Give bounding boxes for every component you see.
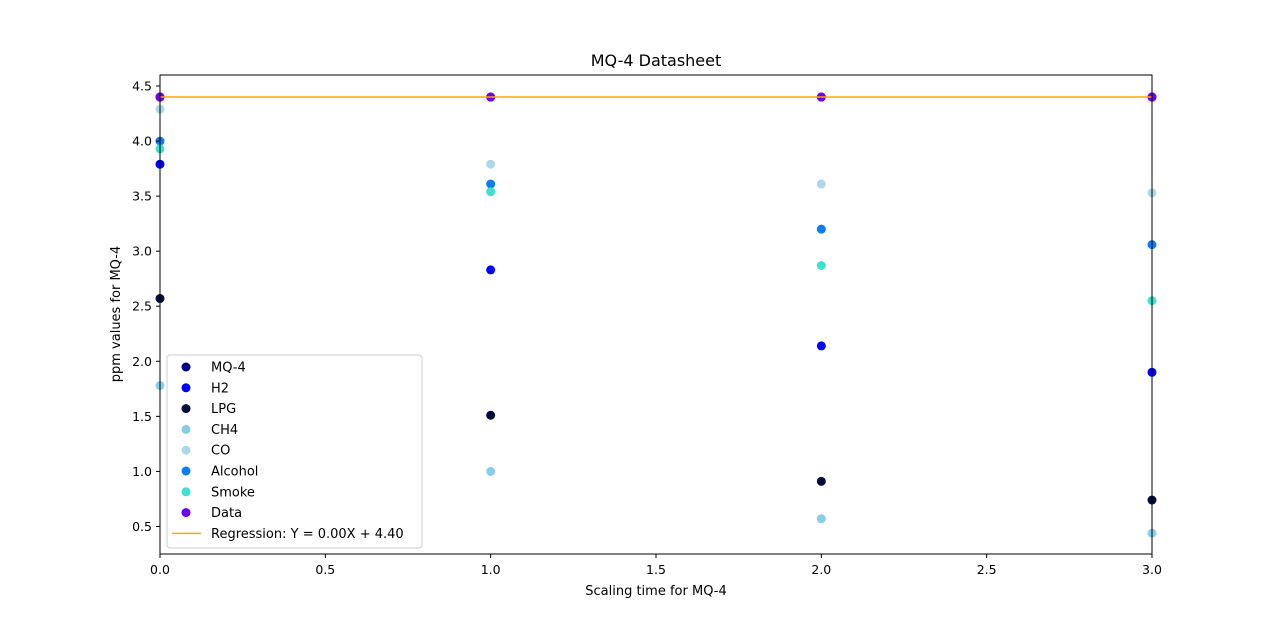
y-tick-label: 4.5 <box>132 79 152 94</box>
x-tick-label: 0.5 <box>315 562 335 577</box>
point-h2 <box>816 341 826 351</box>
y-tick-label: 1.0 <box>132 464 152 479</box>
y-tick-label: 2.0 <box>132 354 152 369</box>
y-axis-ticks: 0.5 1.0 1.5 2.0 2.5 3.0 3.5 4.0 4.5 <box>132 79 160 534</box>
y-tick-label: 3.0 <box>132 244 152 259</box>
point-lpg <box>816 476 826 486</box>
y-tick-label: 0.5 <box>132 519 152 534</box>
legend-label: H2 <box>211 381 229 396</box>
point-ch4 <box>486 466 496 476</box>
legend-regression-label: Regression: Y = 0.00X + 4.40 <box>211 527 404 542</box>
x-axis-ticks: 0.0 0.5 1.0 1.5 2.0 2.5 3.0 <box>150 554 1162 577</box>
legend-marker <box>181 445 191 455</box>
y-tick-label: 3.5 <box>132 189 152 204</box>
legend-label: Smoke <box>211 485 255 500</box>
legend-items: MQ-4 H2 LPG CH4 CO Alcohol Smoke Data Regression… <box>172 361 404 542</box>
legend-label: CH4 <box>211 423 238 438</box>
point-alcohol <box>816 224 826 234</box>
x-tick-label: 3.0 <box>1142 562 1162 577</box>
x-tick-label: 2.0 <box>811 562 831 577</box>
y-tick-label: 2.5 <box>132 299 152 314</box>
legend-label: Data <box>211 506 242 521</box>
point-co <box>816 179 826 189</box>
y-tick-label: 1.5 <box>132 409 152 424</box>
point-co <box>486 159 496 169</box>
legend-marker <box>181 508 191 518</box>
point-smoke <box>486 187 496 197</box>
x-tick-label: 1.0 <box>481 562 501 577</box>
x-tick-label: 0.0 <box>150 562 170 577</box>
legend-label: CO <box>211 444 230 459</box>
legend-marker <box>181 383 191 393</box>
point-h2 <box>486 265 496 275</box>
legend-marker <box>181 466 191 476</box>
legend: MQ-4 H2 LPG CH4 CO Alcohol Smoke Data Regression… <box>166 354 423 549</box>
point-alcohol <box>486 179 496 189</box>
point-smoke <box>816 260 826 270</box>
chart-title: MQ-4 Datasheet <box>591 51 722 70</box>
y-axis-label: ppm values for MQ-4 <box>109 246 124 383</box>
y-tick-label: 4.0 <box>132 134 152 149</box>
legend-marker <box>181 404 191 414</box>
legend-marker <box>181 424 191 434</box>
x-tick-label: 2.5 <box>977 562 997 577</box>
legend-marker <box>181 362 191 372</box>
legend-marker <box>181 487 191 497</box>
point-lpg <box>486 410 496 420</box>
legend-box <box>166 354 423 549</box>
x-axis-label: Scaling time for MQ-4 <box>585 584 727 599</box>
point-ch4 <box>816 514 826 524</box>
legend-label: LPG <box>211 402 236 417</box>
legend-label: MQ-4 <box>211 361 246 376</box>
legend-label: Alcohol <box>211 465 258 480</box>
x-tick-label: 1.5 <box>646 562 666 577</box>
